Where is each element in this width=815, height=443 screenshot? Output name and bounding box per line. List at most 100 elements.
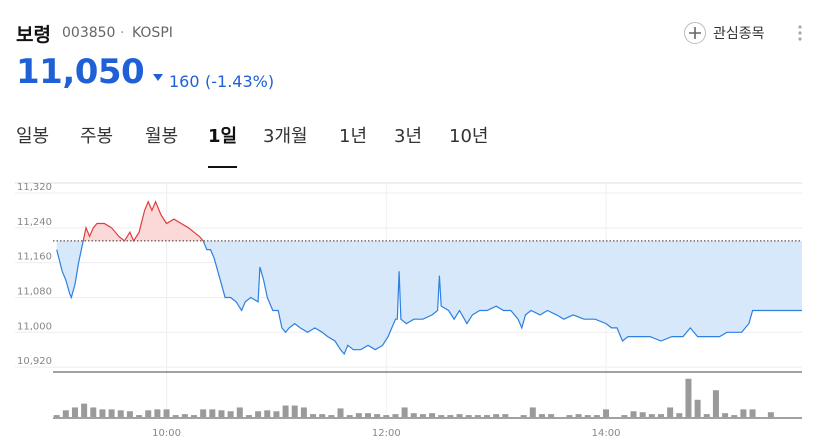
volume-bar — [117, 410, 124, 417]
period-tab[interactable]: 1일 — [208, 122, 238, 168]
price-line — [56, 200, 802, 356]
period-tab[interactable]: 10년 — [449, 126, 489, 147]
volume-bar — [593, 415, 600, 417]
volume-bar — [429, 413, 436, 417]
period-tab[interactable]: 월봉 — [145, 126, 179, 147]
volume-bar — [163, 409, 170, 417]
change-percent: (-1.43%) — [205, 72, 275, 91]
volume-bar — [621, 415, 628, 417]
volume-bar — [520, 415, 527, 417]
volume-bar — [53, 415, 60, 417]
volume-bar — [71, 407, 78, 417]
volume-bar — [722, 413, 729, 417]
volume-bar — [529, 407, 536, 417]
volume-bar — [337, 408, 344, 417]
volume-bar — [410, 413, 417, 417]
volume-bar — [209, 409, 216, 417]
y-tick-label: 11,240 — [17, 217, 52, 228]
volume-bar — [502, 414, 509, 417]
watch-button[interactable]: 관심종목 — [683, 21, 765, 45]
volume-bar — [90, 407, 97, 417]
volume-bar — [584, 415, 591, 417]
volume-bar — [639, 412, 646, 417]
volume-bar — [200, 409, 207, 417]
volume-bar — [603, 409, 610, 417]
x-tick-label: 12:00 — [372, 428, 401, 439]
plus-icon — [684, 22, 706, 44]
volume-bar — [181, 414, 188, 417]
volume-bar — [319, 414, 326, 417]
volume-bar — [300, 407, 307, 417]
period-tab[interactable]: 3년 — [394, 126, 423, 147]
price-area — [56, 201, 802, 354]
change: 160 — [169, 72, 200, 91]
volume-bar — [328, 415, 335, 417]
volume-bar — [694, 399, 701, 417]
down-arrow — [153, 74, 163, 81]
volume-bar — [346, 415, 353, 417]
volume-bar — [575, 414, 582, 417]
volume-bar — [218, 410, 225, 417]
volume-bar — [108, 409, 115, 417]
more-menu[interactable] — [797, 24, 803, 42]
x-tick-label: 14:00 — [592, 428, 621, 439]
volume-bar — [145, 410, 152, 417]
volume-bar — [126, 411, 133, 417]
volume-bar — [419, 414, 426, 417]
volume-bar — [310, 414, 317, 417]
volume-bar — [227, 411, 234, 417]
volume-bar — [740, 409, 747, 417]
period-tab[interactable]: 3개월 — [263, 126, 308, 147]
volume-bar — [191, 415, 198, 417]
period-tab[interactable]: 1년 — [339, 126, 368, 147]
market: KOSPI — [132, 25, 173, 41]
period-tab[interactable]: 일봉 — [16, 126, 50, 147]
volume-bar — [657, 414, 664, 417]
volume-bar — [447, 415, 454, 417]
volume-bar — [401, 407, 408, 417]
stock-code: 003850 — [62, 25, 116, 41]
volume-bar — [383, 415, 390, 417]
volume-bar — [767, 412, 774, 417]
volume-bar — [630, 411, 637, 417]
y-tick-label: 11,000 — [17, 321, 52, 332]
x-tick-label: 10:00 — [152, 428, 181, 439]
separator: · — [120, 25, 125, 41]
volume-bar — [465, 415, 472, 417]
volume-bar — [667, 407, 674, 417]
volume-bar — [291, 405, 298, 417]
volume-bar — [245, 415, 252, 417]
volume-bar — [456, 414, 463, 417]
volume-bar — [255, 411, 262, 417]
volume-bar — [355, 413, 362, 417]
volume-bar — [364, 413, 371, 417]
volume-bar — [676, 413, 683, 417]
watch-label: 관심종목 — [713, 26, 765, 42]
volume-bar — [438, 415, 445, 417]
volume-bar — [273, 411, 280, 417]
volume-bar — [484, 415, 491, 417]
volume-bar — [264, 410, 271, 417]
volume-bar — [749, 409, 756, 417]
y-tick-label: 11,080 — [17, 286, 52, 297]
price: 11,050 — [16, 52, 145, 92]
volume-bar — [62, 410, 69, 417]
period-tab[interactable]: 주봉 — [80, 126, 114, 147]
y-tick-label: 11,320 — [17, 182, 52, 193]
volume-bar — [81, 403, 88, 417]
volume-bar — [136, 415, 143, 417]
volume-bar — [566, 415, 573, 417]
y-tick-label: 10,920 — [17, 356, 52, 367]
volume-bar — [99, 409, 106, 417]
volume-bar — [493, 414, 500, 417]
volume-bar — [282, 405, 289, 417]
stock-name: 보령 — [16, 24, 51, 46]
volume-bar — [172, 415, 179, 417]
volume-bar — [374, 414, 381, 417]
volume-bar — [648, 414, 655, 417]
volume-bar — [548, 414, 555, 417]
volume-bar — [474, 415, 481, 417]
volume-bar — [538, 414, 545, 417]
